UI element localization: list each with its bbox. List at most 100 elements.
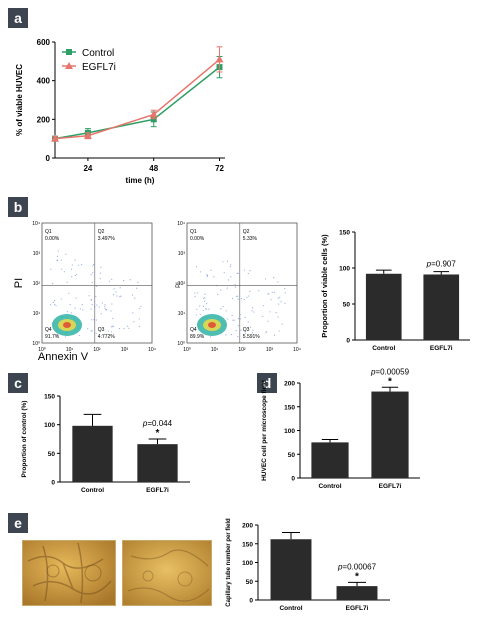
- flow-dot: [63, 271, 65, 273]
- flow-dot: [258, 290, 260, 292]
- flow-dot: [111, 278, 113, 281]
- flow-dot: [235, 330, 237, 332]
- flow-x-tick-label: 10²: [93, 347, 101, 353]
- flow-y-axis-title: PI: [13, 278, 25, 288]
- flow-dot: [78, 334, 81, 336]
- flow-dot: [136, 287, 138, 289]
- flow-dot: [230, 264, 232, 266]
- flow-dot: [119, 287, 121, 289]
- d-significance-star: *: [388, 376, 392, 387]
- flow-dot: [98, 306, 100, 308]
- flow-dot: [251, 310, 253, 312]
- flow-dot: [131, 294, 134, 296]
- c-x-tick-label: EGFL7i: [146, 487, 169, 494]
- flow-dot: [101, 334, 103, 336]
- flow-dot: [199, 313, 201, 316]
- e-y-tick-label: 100: [242, 560, 253, 567]
- flow-dot: [220, 289, 222, 291]
- flow-dot: [232, 319, 234, 321]
- micrograph-control: [22, 540, 116, 606]
- flow-dot: [128, 327, 130, 329]
- flow-y-tick-label: 10⁰: [177, 341, 185, 347]
- flow-dot: [99, 277, 101, 279]
- e-y-axis-title: Capillary tube number per field: [226, 518, 232, 607]
- flow-dot: [266, 331, 268, 333]
- micrograph-control-image: [23, 541, 115, 605]
- flow-y-tick-label: 10¹: [178, 311, 186, 317]
- flow-dot: [247, 272, 249, 275]
- flow-q3-value: 4.772%: [98, 334, 116, 340]
- flow-dot: [275, 312, 277, 314]
- micrograph-egfl7i: [122, 540, 212, 606]
- flow-x-tick-label: 10⁰: [38, 347, 46, 353]
- flow-dot: [195, 266, 198, 268]
- a-x-axis-title: time (h): [126, 176, 155, 185]
- flow-dot: [239, 318, 241, 320]
- e-pvalue: p=0.00067: [337, 562, 377, 571]
- flow-dot: [96, 304, 98, 306]
- flow-dot: [138, 318, 140, 320]
- flow-dot: [271, 291, 273, 293]
- c-y-tick-label: 50: [48, 451, 56, 458]
- flow-dot: [226, 318, 228, 320]
- d-y-tick-label: 200: [284, 381, 295, 388]
- flow-dot: [134, 297, 136, 299]
- flow-dot: [194, 295, 196, 298]
- flow-dot: [113, 288, 115, 290]
- flow-dot: [56, 259, 58, 261]
- flow-x-tick-label: 10³: [121, 347, 129, 353]
- flow-dot: [107, 330, 109, 332]
- d-pvalue: p=0.00059: [370, 367, 410, 376]
- flow-dot: [80, 263, 83, 266]
- flow-dot: [204, 297, 206, 299]
- flow-dot: [68, 292, 70, 294]
- a-legend-label: Control: [82, 48, 114, 59]
- d-y-tick-label: 50: [288, 452, 296, 459]
- flow-dot: [101, 302, 103, 304]
- flow-dot: [284, 292, 286, 294]
- flow-dot: [226, 287, 228, 289]
- b-y-tick-label: 0: [346, 338, 350, 345]
- flow-dot: [69, 304, 71, 306]
- flow-dot: [81, 304, 83, 306]
- a-y-tick-label: 200: [37, 115, 51, 124]
- flow-dot: [265, 332, 267, 334]
- flow-dot: [269, 311, 271, 313]
- flow-dot: [202, 305, 204, 307]
- e-y-tick-label: 200: [242, 523, 253, 530]
- flow-y-tick-label: 10⁴: [32, 221, 40, 227]
- a-point: [83, 131, 92, 139]
- flow-dot: [202, 309, 204, 312]
- flow-y-tick-label: 10²: [178, 281, 186, 287]
- flow-x-tick-label: 10⁰: [183, 347, 191, 353]
- flow-y-tick-label: 10²: [33, 281, 41, 287]
- flow-dot: [236, 272, 238, 274]
- flow-dot: [277, 316, 279, 318]
- flow-y-axis-title-2: PI: [176, 282, 182, 288]
- flow-dot: [74, 259, 76, 261]
- a-y-tick-label: 400: [37, 77, 51, 86]
- flow-q1-value: 0.00%: [45, 236, 60, 242]
- flow-dot: [196, 308, 198, 310]
- a-point: [215, 55, 224, 63]
- flow-dot: [210, 269, 212, 271]
- flow-x-axis-title: Annexin V: [38, 351, 89, 363]
- flow-dot: [243, 269, 245, 271]
- c-y-tick-label: 100: [44, 422, 55, 429]
- flow-dot: [60, 259, 62, 261]
- flow-dot: [112, 317, 114, 320]
- flow-dot: [119, 296, 121, 298]
- flow-dot: [70, 312, 73, 314]
- flow-dot: [82, 309, 84, 311]
- flow-dot: [227, 279, 230, 281]
- flow-dot: [277, 281, 279, 283]
- flow-x-tick-label: 10¹: [211, 347, 219, 353]
- flow-dot: [74, 307, 76, 309]
- flow-q2-value: 3.497%: [98, 236, 116, 242]
- flow-dot: [267, 320, 269, 322]
- d-x-tick-label: EGFL7i: [379, 483, 402, 490]
- flow-dot: [251, 332, 254, 334]
- c-y-tick-label: 0: [51, 480, 55, 487]
- b-y-tick-label: 100: [339, 266, 350, 273]
- flow-dot: [203, 300, 206, 302]
